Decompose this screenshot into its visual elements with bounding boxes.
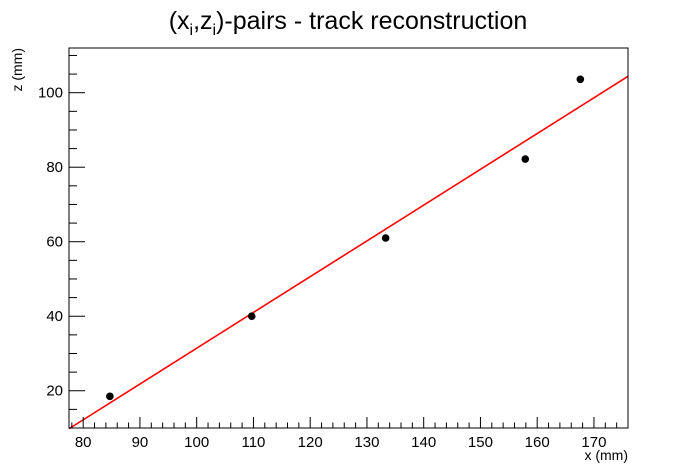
data-point-3 bbox=[381, 234, 390, 242]
y-tick-label-80: 80 bbox=[46, 159, 63, 176]
x-tick-label-110: 110 bbox=[241, 434, 265, 451]
x-tick-label-90: 90 bbox=[132, 434, 149, 451]
x-tick-label-160: 160 bbox=[525, 434, 550, 451]
x-tick-label-80: 80 bbox=[75, 434, 92, 451]
plot-frame bbox=[68, 47, 629, 429]
chart-title-suffix: )-pairs - track reconstruction bbox=[216, 7, 527, 35]
chart-title-sub1: i bbox=[190, 22, 194, 39]
y-tick-label-20: 20 bbox=[46, 383, 63, 400]
y-axis-label: z (mm) bbox=[9, 48, 25, 92]
plot-layer bbox=[68, 75, 629, 430]
x-tick-label-100: 100 bbox=[184, 434, 209, 451]
fit-line bbox=[68, 75, 629, 430]
y-tick-label-60: 60 bbox=[46, 234, 63, 251]
data-point-5 bbox=[576, 75, 585, 84]
x-tick-label-120: 120 bbox=[298, 434, 323, 451]
y-tick-label-40: 40 bbox=[46, 308, 63, 325]
x-tick-label-140: 140 bbox=[411, 434, 436, 451]
chart-title-middle: ,z bbox=[193, 7, 212, 35]
x-tick-label-150: 150 bbox=[468, 434, 493, 451]
x-axis-label: x (mm) bbox=[584, 447, 628, 463]
data-point-1 bbox=[106, 392, 114, 401]
x-tick-label-130: 130 bbox=[354, 434, 379, 451]
data-point-2 bbox=[247, 312, 256, 321]
x-tick-label-170: 170 bbox=[581, 434, 606, 451]
data-point-4 bbox=[521, 155, 530, 163]
axes-layer: 80 90 100 110 120 130 140 150 160 170 20 40 60 80 100 bbox=[38, 54, 629, 451]
y-tick-label-100: 100 bbox=[38, 85, 63, 102]
chart-title-prefix: (x bbox=[169, 7, 190, 35]
chart-title: (xi,zi)-pairs - track reconstruction bbox=[169, 7, 528, 40]
chart-title-sub2: i bbox=[213, 22, 217, 39]
